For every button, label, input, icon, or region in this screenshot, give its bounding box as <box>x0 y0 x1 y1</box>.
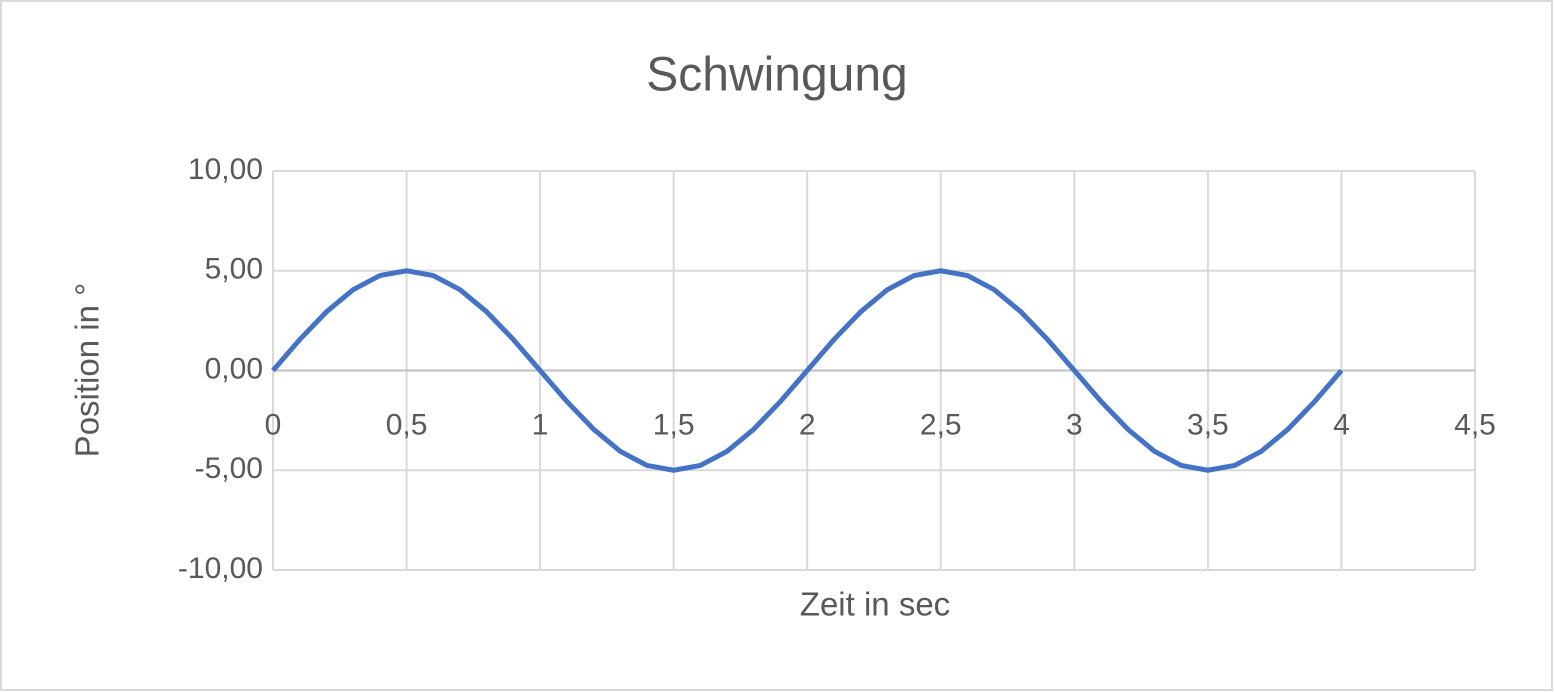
y-tick-label: 5,00 <box>205 253 263 286</box>
x-tick-label: 2 <box>799 408 816 441</box>
y-tick-label: -10,00 <box>178 552 263 585</box>
x-tick-label: 4,5 <box>1454 408 1496 441</box>
x-tick-label: 2,5 <box>920 408 962 441</box>
x-tick-label: 0,5 <box>386 408 428 441</box>
x-tick-label: 1,5 <box>653 408 695 441</box>
chart-title: Schwingung <box>646 49 908 102</box>
y-tick-label: -5,00 <box>195 452 263 485</box>
x-tick-label: 0 <box>265 408 282 441</box>
data-line <box>271 268 1344 473</box>
x-tick-label: 3 <box>1066 408 1083 441</box>
x-tick-label: 1 <box>532 408 549 441</box>
y-tick-label: 0,00 <box>205 352 263 385</box>
x-tick-label: 3,5 <box>1187 408 1229 441</box>
x-tick-label: 4 <box>1333 408 1350 441</box>
y-tick-label: 10,00 <box>188 153 263 186</box>
x-axis-title: Zeit in sec <box>800 586 950 623</box>
y-axis-title: Position in ° <box>69 283 106 458</box>
